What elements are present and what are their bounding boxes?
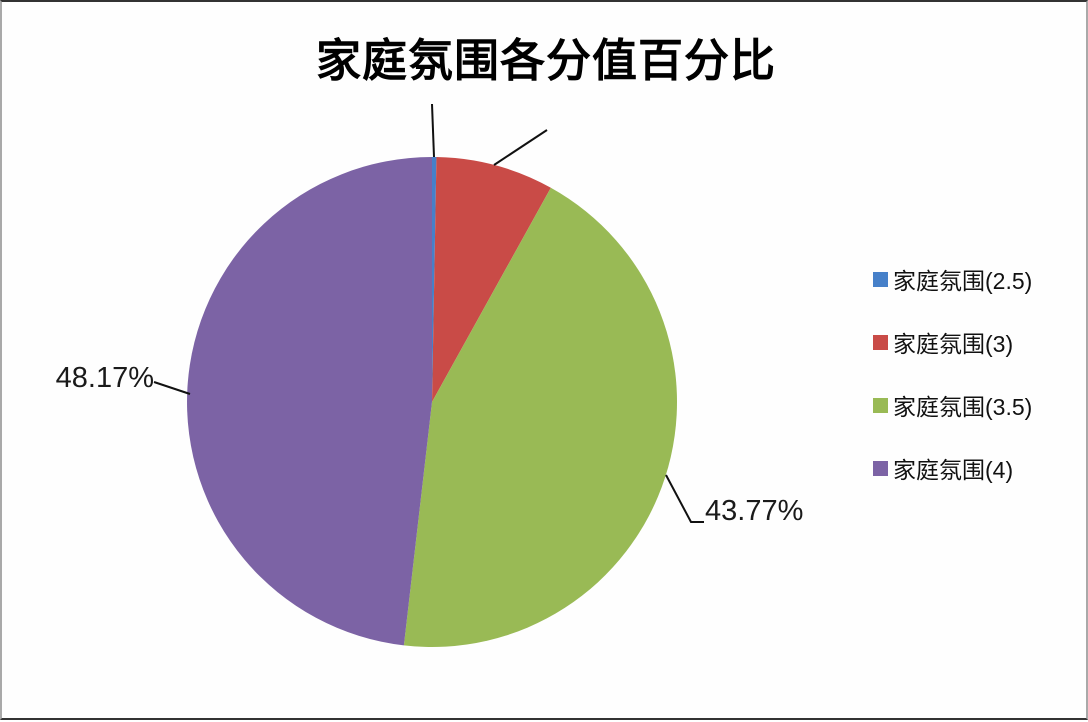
data-label-slice-3-5: 43.77%: [705, 495, 804, 527]
legend-item-4: 家庭氛围(4): [873, 453, 1013, 483]
leader-line-slice-4: [153, 381, 191, 395]
pie-slice-3: [187, 157, 432, 646]
legend-label-3-5: 家庭氛围(3.5): [893, 394, 1033, 420]
legend-swatch-3-icon: [873, 334, 888, 350]
legend-swatch-2-5-icon: [873, 271, 888, 287]
pie-slice-2: [403, 187, 678, 647]
legend-swatch-4-icon: [873, 460, 888, 476]
data-label-slice-4: 48.17%: [55, 362, 154, 394]
legend-item-3: 家庭氛围(3): [873, 327, 1013, 357]
legend-label-4: 家庭氛围(4): [893, 457, 1014, 483]
pie-slices-group: [187, 157, 678, 647]
pie-slice-0: [432, 157, 437, 402]
pie-slice-1: [432, 157, 551, 402]
legend-label-3: 家庭氛围(3): [893, 331, 1014, 357]
legend-item-2-5: 家庭氛围(2.5): [873, 264, 1032, 294]
legend-swatch-3-5-icon: [873, 397, 888, 413]
legend-label-2-5: 家庭氛围(2.5): [893, 268, 1033, 294]
chart-title: 家庭氛围各分值百分比: [315, 35, 776, 86]
leader-line-slice-2-5: [431, 103, 435, 158]
leader-line-slice-3-5: [665, 474, 704, 523]
leader-line-slice-3: [493, 129, 548, 166]
legend-item-3-5: 家庭氛围(3.5): [873, 390, 1032, 420]
